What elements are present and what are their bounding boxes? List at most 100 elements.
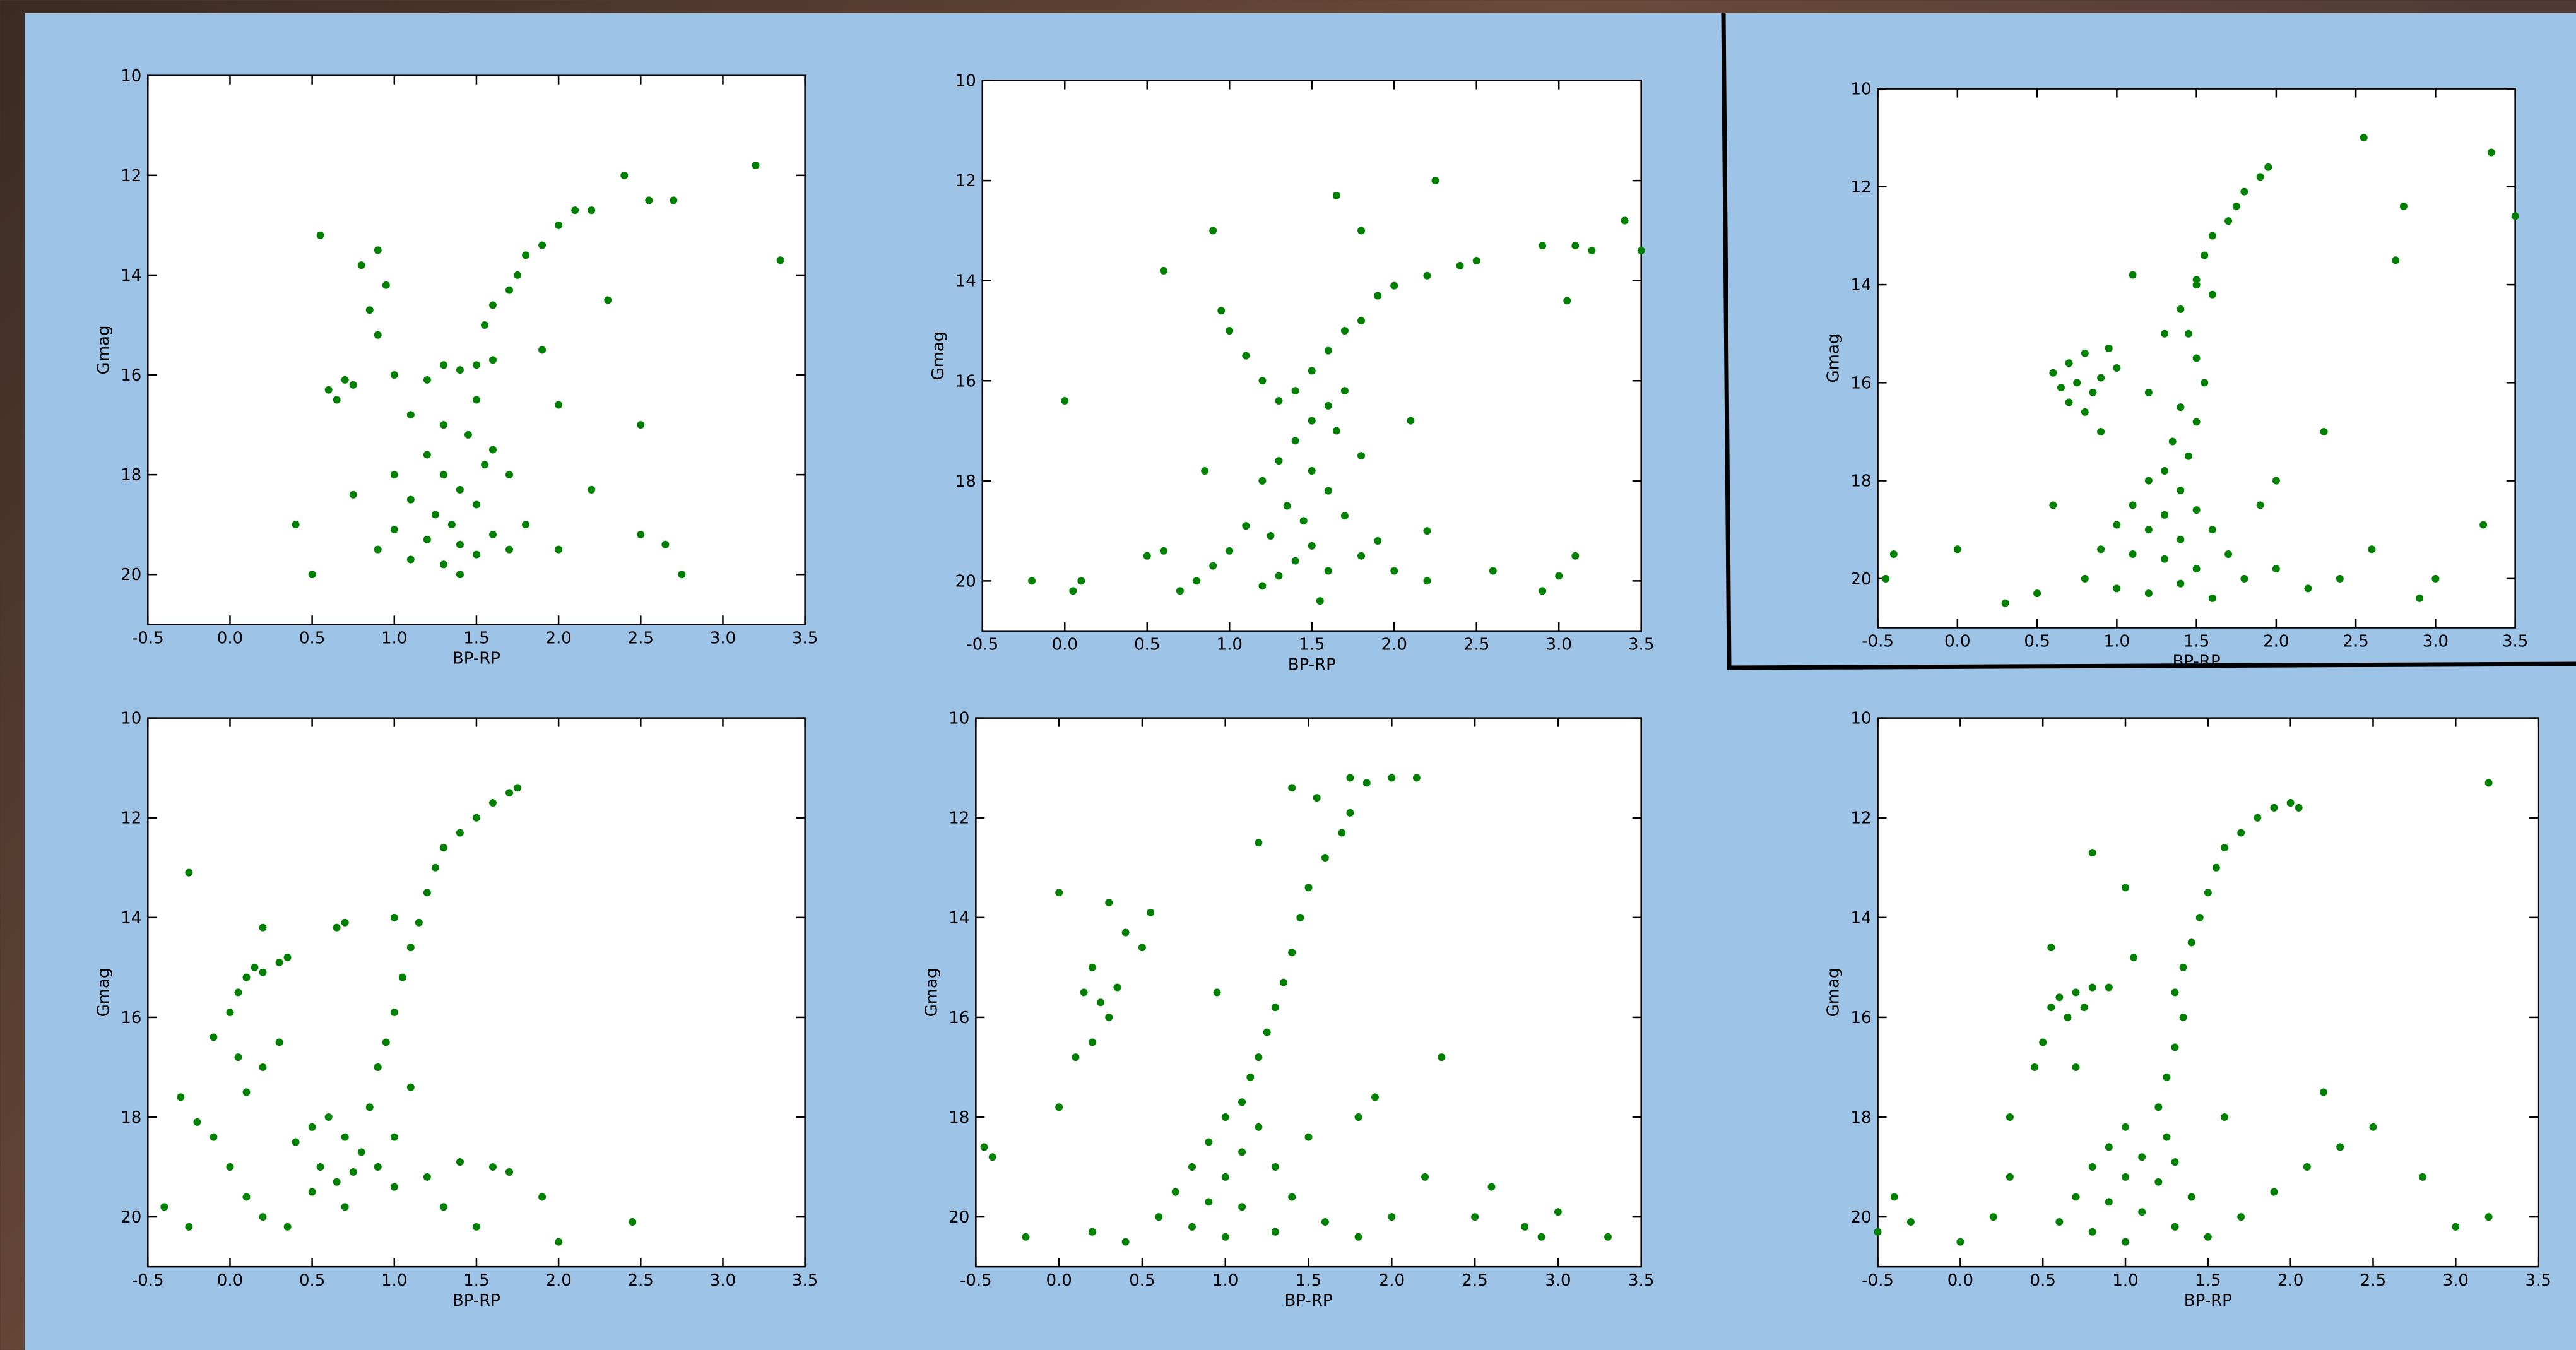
x-tick-label: 0.5 xyxy=(2024,632,2050,651)
data-point xyxy=(440,421,447,429)
data-point xyxy=(358,261,365,269)
data-point xyxy=(555,222,562,229)
data-point xyxy=(374,1063,382,1071)
data-point xyxy=(1473,257,1480,264)
data-point xyxy=(226,1163,233,1171)
y-axis-label: Gmag xyxy=(1824,334,1843,383)
data-point xyxy=(489,531,497,538)
data-point xyxy=(2105,345,2113,352)
x-tick-label: 0.0 xyxy=(1944,632,1970,651)
data-point xyxy=(1246,1074,1254,1081)
data-point xyxy=(366,1103,374,1111)
x-tick-label: 3.0 xyxy=(710,629,736,648)
data-point xyxy=(341,1203,349,1211)
x-axis-label: BP-RP xyxy=(2184,1291,2232,1310)
data-point xyxy=(2264,163,2272,171)
data-point xyxy=(407,555,415,563)
data-point xyxy=(2419,1173,2426,1181)
data-point xyxy=(259,969,267,976)
data-point xyxy=(2201,252,2208,259)
data-point xyxy=(2400,203,2408,210)
data-point xyxy=(505,1168,513,1176)
data-point xyxy=(2169,437,2177,445)
data-point xyxy=(2138,1153,2146,1161)
data-point xyxy=(366,306,374,314)
data-point xyxy=(2081,1004,2088,1011)
data-point xyxy=(1089,1038,1096,1046)
data-point xyxy=(2295,804,2303,812)
data-point xyxy=(1341,327,1349,335)
data-point xyxy=(2416,595,2423,602)
data-point xyxy=(1258,582,1266,589)
data-point xyxy=(374,1163,382,1171)
data-point xyxy=(423,1173,431,1181)
data-point xyxy=(1341,387,1349,394)
data-point xyxy=(629,1218,636,1226)
data-point xyxy=(341,376,349,384)
y-tick-label: 12 xyxy=(1850,809,1871,828)
data-point xyxy=(2368,545,2375,553)
data-point xyxy=(440,560,447,568)
data-point xyxy=(752,162,760,169)
y-tick-label: 20 xyxy=(121,565,141,584)
y-tick-label: 14 xyxy=(1850,909,1871,928)
data-point xyxy=(2204,889,2212,896)
data-point xyxy=(407,496,415,504)
data-point xyxy=(407,1084,415,1091)
data-point xyxy=(2049,501,2057,509)
data-point xyxy=(1160,267,1167,275)
x-tick-label: 1.0 xyxy=(2112,1271,2138,1290)
data-point xyxy=(604,296,612,304)
data-point xyxy=(391,1183,398,1191)
data-point xyxy=(292,1139,300,1146)
data-point xyxy=(2257,501,2264,509)
data-point xyxy=(522,521,529,528)
data-point xyxy=(276,1038,283,1046)
x-tick-label: 1.5 xyxy=(2183,632,2209,651)
data-point xyxy=(678,571,685,578)
data-point xyxy=(1956,1238,1964,1246)
y-tick-label: 10 xyxy=(948,709,969,728)
data-point xyxy=(391,1134,398,1141)
x-tick-label: 3.0 xyxy=(2423,632,2449,651)
data-point xyxy=(2006,1113,2014,1121)
data-point xyxy=(1357,227,1365,234)
data-point xyxy=(1188,1223,1196,1231)
data-point xyxy=(391,1009,398,1016)
data-point xyxy=(1201,467,1208,475)
data-point xyxy=(1374,292,1381,299)
data-point xyxy=(2097,545,2105,553)
x-tick-label: -0.5 xyxy=(132,629,164,648)
y-tick-label: 12 xyxy=(1850,178,1871,197)
data-point xyxy=(456,1158,464,1166)
data-point xyxy=(1313,794,1321,802)
data-point xyxy=(2193,418,2201,425)
x-tick-label: 0.0 xyxy=(1947,1271,1973,1290)
data-point xyxy=(333,924,341,932)
data-point xyxy=(1374,537,1381,545)
x-tick-label: 0.0 xyxy=(1046,1271,1072,1290)
data-point xyxy=(374,331,382,339)
data-point xyxy=(1305,1134,1313,1141)
data-point xyxy=(2089,849,2096,856)
data-point xyxy=(661,541,669,548)
y-tick-label: 10 xyxy=(121,67,141,86)
data-point xyxy=(1255,1123,1262,1131)
data-point xyxy=(2122,1238,2129,1246)
data-point xyxy=(2171,1158,2179,1166)
data-point xyxy=(538,346,546,354)
x-tick-label: 3.5 xyxy=(792,629,818,648)
data-point xyxy=(309,1188,316,1196)
data-point xyxy=(259,924,267,932)
y-tick-label: 20 xyxy=(955,572,976,591)
data-point xyxy=(456,541,464,548)
data-point xyxy=(1105,899,1113,906)
data-point xyxy=(2171,1043,2179,1051)
x-tick-label: 2.5 xyxy=(1462,1271,1487,1290)
x-tick-label: 0.5 xyxy=(1134,636,1160,654)
data-point xyxy=(505,546,513,554)
data-point xyxy=(2272,477,2280,485)
data-point xyxy=(2072,1063,2080,1071)
data-point xyxy=(1242,522,1250,530)
data-point xyxy=(1226,547,1233,555)
